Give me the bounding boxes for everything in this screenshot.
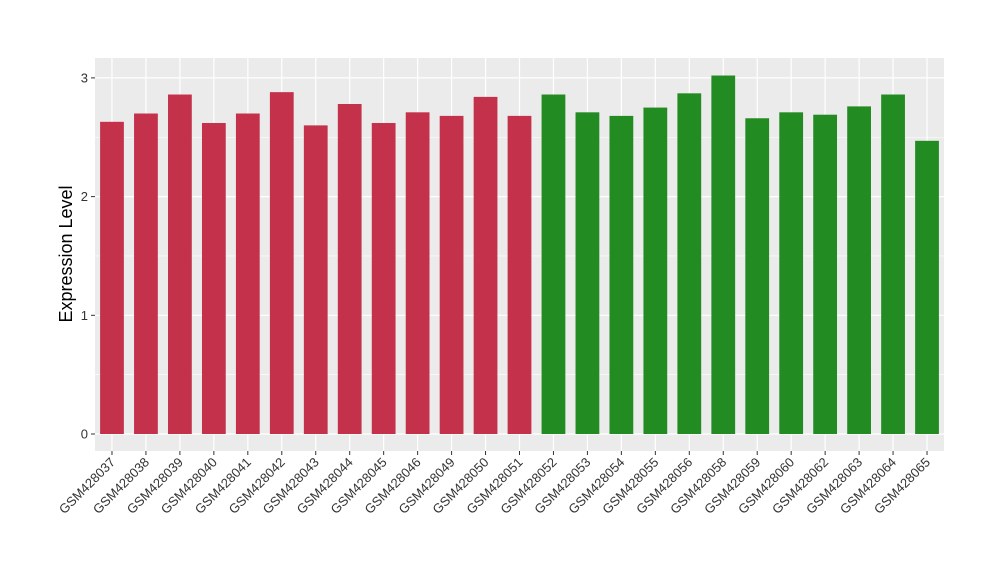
bar-GSM428051 [507,115,532,434]
bar-GSM428041 [235,113,260,434]
bar-GSM428059 [745,118,770,435]
y-tick-label: 2 [81,189,88,204]
bar-GSM428040 [201,123,226,435]
bar-GSM428038 [134,113,158,434]
bar-GSM428063 [847,106,871,434]
y-axis-title: Expression Level [56,185,76,322]
bar-GSM428043 [303,125,328,434]
bar-GSM428050 [473,96,498,434]
bar-GSM428045 [371,123,396,435]
bar-GSM428056 [677,93,702,435]
bar-GSM428044 [337,104,362,434]
bar-GSM428064 [881,94,905,434]
bar-GSM428065 [915,140,939,434]
bar-GSM428053 [575,112,600,434]
bar-GSM428052 [541,94,566,434]
bar-GSM428037 [100,121,124,434]
y-tick-label: 3 [81,70,88,85]
bar-GSM428042 [269,92,294,435]
bar-GSM428039 [168,94,192,434]
bar-GSM428046 [405,112,430,434]
bar-GSM428058 [711,75,736,434]
bar-GSM428062 [813,114,838,435]
bar-GSM428055 [643,107,668,434]
bar-GSM428054 [609,115,634,434]
y-tick-label: 1 [81,308,88,323]
bars [100,75,939,435]
x-axis: GSM428037GSM428038GSM428039GSM428040GSM4… [56,451,933,517]
y-axis: 0 1 2 3 [81,70,95,442]
y-tick-label: 0 [81,427,88,442]
bar-GSM428049 [439,115,464,434]
bar-GSM428060 [779,112,804,434]
